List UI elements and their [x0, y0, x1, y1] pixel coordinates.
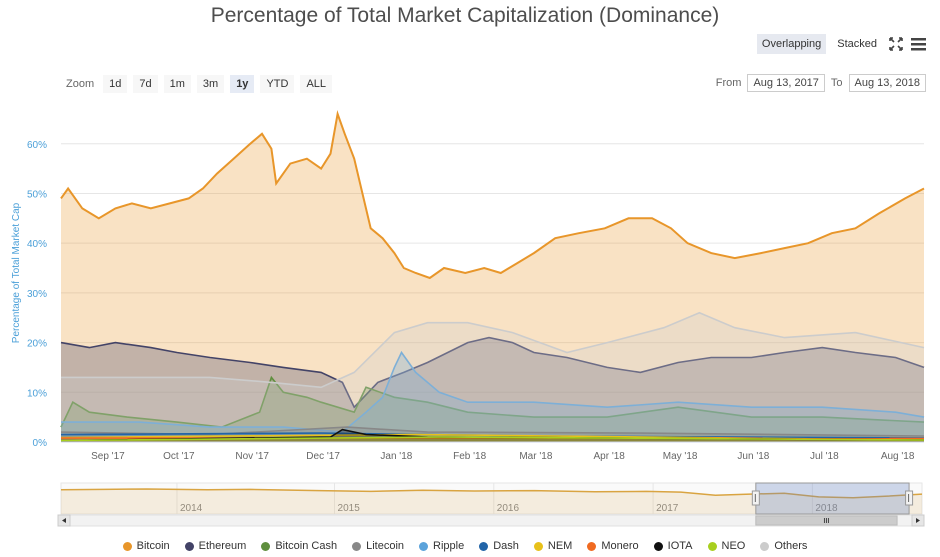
date-range: From Aug 13, 2017 To Aug 13, 2018: [716, 74, 926, 92]
legend-item-bitcoin[interactable]: Bitcoin: [122, 540, 170, 552]
legend-label: Ripple: [433, 540, 465, 552]
legend-item-ripple[interactable]: Ripple: [419, 540, 464, 552]
legend-label: NEM: [547, 540, 573, 552]
x-tick-label: May '18: [663, 451, 698, 462]
series-area-ripple: [61, 352, 924, 442]
y-tick-label: 10%: [27, 388, 47, 399]
series-area-bitcoin-cash: [61, 377, 924, 442]
chart-view-controls: Overlapping Stacked: [756, 34, 926, 54]
legend-marker: [587, 541, 597, 551]
zoom-1y-button[interactable]: 1y: [230, 75, 255, 93]
legend-item-dash[interactable]: Dash: [479, 540, 519, 552]
legend-marker: [352, 541, 362, 551]
series-line-bitcoin: [60, 110, 925, 280]
navigator-year-label: 2016: [497, 503, 520, 514]
legend-marker: [707, 541, 717, 551]
series-line-bitcoin-cash: [60, 375, 925, 428]
series-area-bitcoin: [61, 113, 924, 443]
x-tick-label: Feb '18: [453, 451, 486, 462]
y-tick-label: 60%: [27, 140, 47, 151]
navigator-year-label: 2014: [180, 503, 203, 514]
zoom-3m-button[interactable]: 3m: [196, 75, 225, 93]
navigator-line: [60, 488, 923, 499]
series-line-ethereum: [60, 336, 925, 409]
chart-legend: Bitcoin Ethereum Bitcoin Cash Litecoin Rippl…: [0, 540, 930, 552]
scroll-left-arrow-icon: [62, 518, 66, 523]
series-line-ripple: [61, 350, 925, 433]
legend-marker: [653, 541, 663, 551]
overlapping-button[interactable]: Overlapping: [756, 34, 827, 54]
x-tick-label: Apr '18: [593, 451, 625, 462]
to-label: To: [830, 77, 843, 89]
legend-marker: [419, 541, 429, 551]
legend-marker: [184, 541, 194, 551]
legend-item-others[interactable]: Others: [760, 540, 807, 552]
to-date-input[interactable]: Aug 13, 2018: [848, 74, 926, 92]
legend-label: Ethereum: [198, 540, 247, 552]
y-tick-label: 50%: [27, 189, 47, 200]
legend-label: NEO: [721, 540, 746, 552]
from-label: From: [715, 77, 742, 89]
x-tick-label: Dec '17: [306, 451, 340, 462]
x-tick-label: Oct '17: [163, 451, 195, 462]
x-tick-label: Jul '18: [810, 451, 839, 462]
legend-label: Bitcoin Cash: [275, 540, 338, 552]
legend-item-nem[interactable]: NEM: [533, 540, 573, 552]
legend-label: Bitcoin: [136, 540, 170, 552]
x-tick-label: Jun '18: [737, 451, 769, 462]
zoom-all-button[interactable]: ALL: [300, 75, 333, 93]
x-tick-label: Jan '18: [380, 451, 412, 462]
scroll-right-arrow-icon: [916, 518, 920, 523]
series-layer: [60, 110, 925, 443]
x-tick-label: Aug '18: [881, 451, 915, 462]
legend-marker: [760, 541, 770, 551]
navigator-year-label: 2017: [656, 503, 679, 514]
legend-item-iota[interactable]: IOTA: [653, 540, 693, 552]
navigator-background: [60, 482, 923, 515]
y-tick-label: 30%: [27, 289, 47, 300]
zoom-7d-button[interactable]: 7d: [133, 75, 158, 93]
series-area-others: [61, 312, 924, 442]
expand-arrows-icon[interactable]: [888, 36, 904, 52]
x-tick-label: Sep '17: [91, 451, 125, 462]
series-area-neo: [61, 437, 924, 442]
legend-label: Others: [774, 540, 808, 552]
chart-title: Percentage of Total Market Capitalizatio…: [210, 4, 720, 27]
legend-item-bitcoin-cash[interactable]: Bitcoin Cash: [261, 540, 337, 552]
zoom-1d-button[interactable]: 1d: [103, 75, 128, 93]
legend-marker: [479, 541, 489, 551]
zoom-selector: Zoom 1d 7d 1m 3m 1y YTD ALL: [66, 75, 333, 93]
legend-marker: [122, 541, 132, 551]
legend-label: Dash: [493, 540, 519, 552]
legend-label: Monero: [601, 540, 639, 552]
zoom-label: Zoom: [66, 78, 95, 90]
series-area-ethereum: [61, 337, 924, 442]
legend-item-litecoin[interactable]: Litecoin: [352, 540, 404, 552]
y-tick-label: 20%: [27, 339, 47, 350]
navigator-selection[interactable]: [755, 482, 910, 515]
navigator-year-label: 2018: [815, 503, 838, 514]
legend-item-ethereum[interactable]: Ethereum: [184, 540, 247, 552]
navigator-year-label: 2015: [338, 503, 361, 514]
y-tick-label: 40%: [27, 239, 47, 250]
zoom-1m-button[interactable]: 1m: [163, 75, 191, 93]
legend-label: Litecoin: [366, 540, 405, 552]
legend-marker: [261, 541, 271, 551]
legend-item-neo[interactable]: NEO: [707, 540, 746, 552]
zoom-ytd-button[interactable]: YTD: [260, 75, 295, 93]
series-line-neo: [60, 436, 925, 442]
y-tick-label: 0%: [33, 438, 48, 449]
stacked-button[interactable]: Stacked: [837, 38, 877, 50]
x-tick-label: Nov '17: [235, 451, 269, 462]
from-date-input[interactable]: Aug 13, 2017: [747, 74, 825, 92]
y-axis-title: Percentage of Total Market Cap: [11, 202, 22, 343]
legend-marker: [533, 541, 543, 551]
legend-label: IOTA: [667, 540, 693, 552]
series-line-others: [61, 311, 925, 389]
legend-item-monero[interactable]: Monero: [587, 540, 639, 552]
x-tick-label: Mar '18: [519, 451, 552, 462]
hamburger-menu-icon[interactable]: [910, 36, 926, 52]
